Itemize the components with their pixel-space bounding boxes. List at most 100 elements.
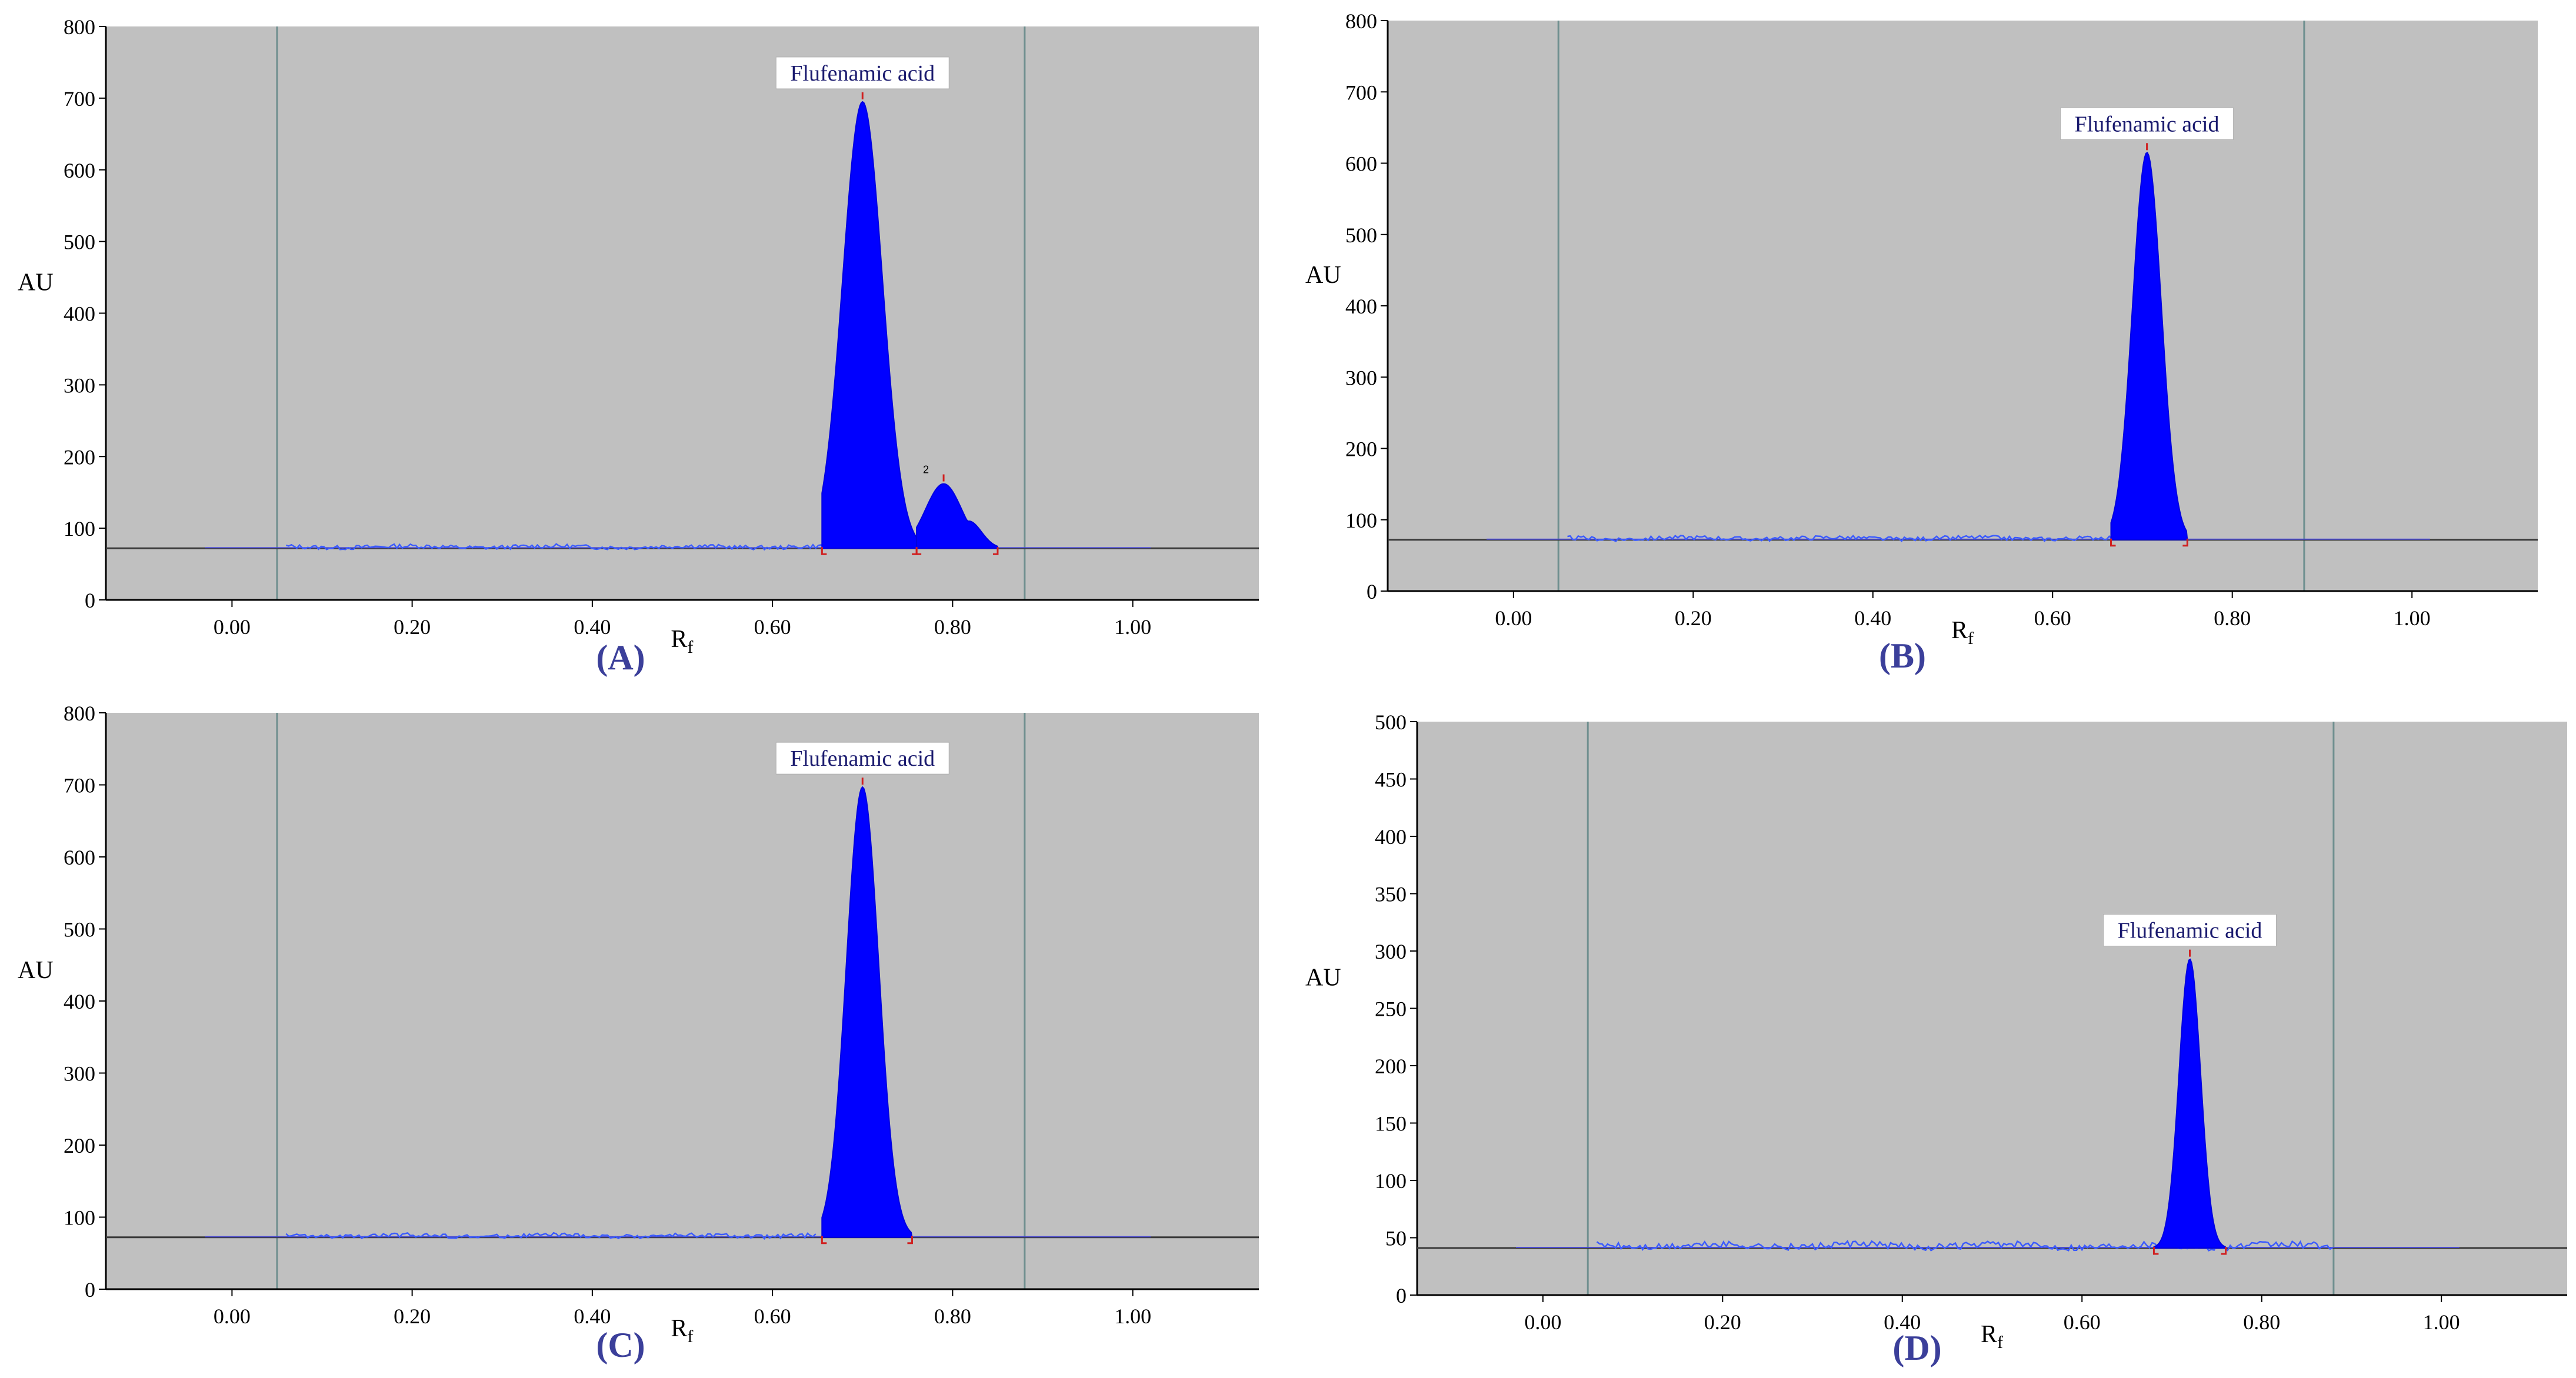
y-tick-label-8: 800 [1345,9,1377,33]
x-tick-label-5: 1.00 [1114,1304,1151,1328]
chromatogram-d: 0 50 100 150 200 250 300 350 400 450 500 0.00 0.20 0.… [1305,710,2567,1367]
x-axis-label-subscript: f [687,1327,693,1346]
integration-mark-1-1 [821,547,827,555]
chromatogram-panel-b: 0 100 200 300 400 500 600 700 800 0.00 0.20 0.40 0.6… [1288,0,2576,689]
peak-label-box-1 [2060,107,2234,140]
y-tick-label-4: 400 [64,990,95,1013]
y-axis-label: AU [1305,965,1341,992]
y-tick-label-8: 800 [64,702,95,725]
x-axis-label-subscript: f [1968,629,1974,648]
plot-area [106,713,1259,1289]
x-tick-label-0: 0.00 [214,615,251,639]
peak-1 [821,786,913,1238]
x-axis-label-main: R [1951,617,1968,644]
y-axis-label: AU [18,269,54,296]
x-axis-label-subscript: f [1997,1333,2003,1352]
x-tick-label-0: 0.00 [1524,1310,1561,1334]
y-tick-label-6: 600 [64,159,95,182]
peak-label-box-1 [775,742,949,775]
panel-label: (B) [1879,636,1926,675]
x-tick-label-5: 1.00 [1114,615,1151,639]
y-tick-label-1: 100 [64,517,95,540]
integration-mark-1-2 [2221,1247,2227,1255]
y-tick-label-7: 700 [1345,81,1377,104]
plot-area [1388,21,2538,591]
integration-mark-1-1 [2152,1247,2159,1255]
x-tick-label-1: 0.20 [394,615,431,639]
peak-label-1: Flufenamic acid [2118,919,2262,943]
y-tick-label-0: 0 [85,1278,95,1302]
y-tick-label-3: 300 [1345,366,1377,389]
x-tick-label-4: 0.80 [934,1304,971,1328]
x-tick-label-1: 0.20 [394,1304,431,1328]
x-tick-label-1: 0.20 [1675,606,1712,630]
y-tick-label-3: 300 [64,373,95,397]
x-tick-label-2: 0.40 [574,615,611,639]
panel-label: (A) [596,638,645,677]
integration-mark-2-2 [992,547,999,555]
y-tick-label-8: 800 [64,15,95,39]
signal-noise-trace [285,1232,817,1240]
y-tick-label-0: 0 [85,589,95,612]
y-tick-label-2: 200 [64,445,95,469]
y-tick-label-9: 450 [1375,768,1407,792]
peak-label-1: Flufenamic acid [2075,112,2220,136]
chromatogram-c: 0 100 200 300 400 500 600 700 800 0.00 0.20 0.40 0.6… [18,702,1259,1364]
y-axis-label: AU [1305,262,1341,289]
y-tick-label-5: 500 [1345,223,1377,247]
peak-label-1: Flufenamic acid [790,61,935,86]
peak-label-2: 2 [923,464,929,476]
chromatogram-panel-c: 0 100 200 300 400 500 600 700 800 0.00 0.20 0.40 0.6… [0,689,1288,1378]
integration-mark-1-1 [821,1236,827,1244]
x-tick-label-3: 0.60 [754,615,791,639]
x-tick-label-4: 0.80 [2243,1310,2280,1334]
y-tick-label-4: 200 [1375,1055,1407,1078]
y-tick-label-3: 300 [64,1062,95,1086]
y-tick-label-6: 600 [1345,152,1377,176]
y-tick-label-5: 500 [64,918,95,942]
integration-mark-1-2 [907,1236,913,1244]
signal-noise-trace [285,543,825,551]
x-tick-label-2: 0.40 [1854,606,1891,630]
integration-mark-1-2 [2182,538,2188,547]
panel-label: (D) [1892,1329,1941,1367]
x-tick-label-0: 0.00 [214,1304,251,1328]
y-tick-label-10: 500 [1375,710,1407,734]
x-tick-label-5: 1.00 [2423,1310,2460,1334]
x-tick-label-3: 0.60 [754,1304,791,1328]
y-tick-label-7: 700 [64,774,95,798]
x-axis-label: Rf [671,626,693,657]
signal-noise-trace [1567,534,2115,543]
integration-mark-1-1 [2110,538,2116,547]
integration-mark-2-1 [915,547,922,555]
y-tick-label-6: 600 [64,846,95,869]
x-axis-label-main: R [1981,1321,1997,1348]
x-axis-label-main: R [671,1315,687,1342]
y-tick-label-3: 150 [1375,1112,1407,1136]
x-tick-label-0: 0.00 [1495,606,1532,630]
x-tick-label-4: 0.80 [2214,606,2251,630]
signal-noise-trace [1596,1239,2333,1252]
x-tick-label-2: 0.40 [1884,1310,1921,1334]
chromatogram-b: 0 100 200 300 400 500 600 700 800 0.00 0.20 0.40 0.6… [1305,9,2538,675]
y-tick-label-7: 350 [1375,883,1407,906]
chromatogram-panel-d: 0 50 100 150 200 250 300 350 400 450 500 0.00 0.20 0.… [1288,689,2576,1378]
y-tick-label-4: 400 [1345,295,1377,318]
x-axis-label: Rf [1981,1321,2003,1352]
y-tick-label-8: 400 [1375,825,1407,849]
peak-2 [916,483,998,549]
x-axis-label: Rf [1951,617,1974,648]
y-tick-label-0: 0 [1396,1284,1407,1307]
x-tick-label-3: 0.60 [2064,1310,2101,1334]
peak-1 [2153,958,2227,1249]
peak-label-box-1 [2103,914,2277,947]
x-tick-label-1: 0.20 [1704,1310,1741,1334]
x-tick-label-4: 0.80 [934,615,971,639]
chromatogram-a: 0 100 200 300 400 500 600 700 800 0.00 0.20 0.40 0.6… [18,15,1259,677]
panel-label: (C) [596,1326,645,1364]
peak-1 [2110,152,2188,540]
chromatogram-panel-a: 0 100 200 300 400 500 600 700 800 0.00 0.20 0.40 0.6… [0,0,1288,689]
y-tick-label-4: 400 [64,302,95,326]
peak-label-1: Flufenamic acid [790,746,935,771]
y-tick-label-1: 100 [64,1206,95,1230]
